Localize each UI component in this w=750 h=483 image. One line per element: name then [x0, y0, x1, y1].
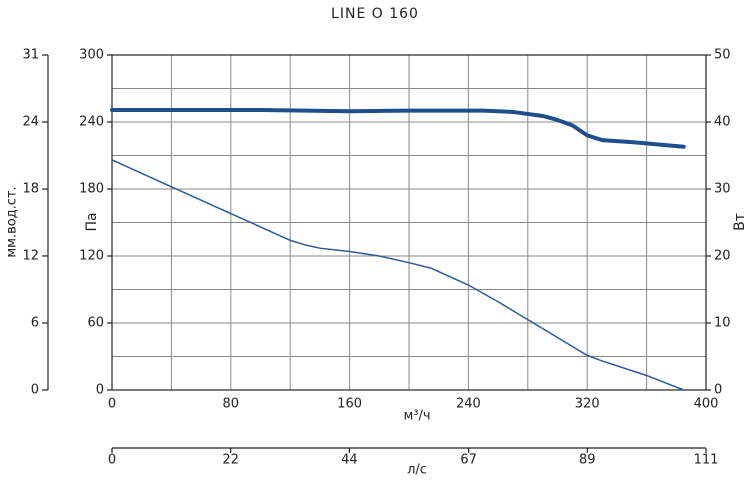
y2-tick-label: 0: [714, 383, 722, 398]
y3-tick-label: 0: [31, 383, 39, 398]
y-tick-label: 300: [79, 48, 104, 63]
x-tick-label: 0: [108, 397, 116, 412]
y3-tick-label: 24: [22, 115, 39, 130]
y-tick-label: 120: [79, 249, 104, 264]
x2-tick-label: 111: [694, 453, 719, 468]
chart-title: LINE O 160: [331, 6, 419, 22]
x2-axis-label: л/с: [407, 463, 427, 478]
y3-tick-label: 18: [22, 182, 39, 197]
y3-axis-label: мм.вод.ст.: [5, 186, 20, 257]
y-tick-label: 180: [79, 182, 104, 197]
y2-axis-label: Вт: [732, 213, 748, 231]
x-tick-label: 320: [575, 397, 600, 412]
series-line: [110, 107, 686, 149]
x-axis-label: м³/ч: [403, 409, 430, 424]
y2-tick-label: 40: [714, 115, 731, 130]
x2-tick-label: 44: [341, 453, 358, 468]
y2-tick-label: 30: [714, 182, 731, 197]
y3-tick-label: 12: [22, 248, 39, 263]
y3-tick-label: 31: [22, 48, 39, 63]
y3-tick-label: 6: [31, 315, 39, 330]
x-tick-label: 80: [223, 397, 240, 412]
y-tick-label: 60: [87, 316, 104, 331]
y2-tick-label: 50: [714, 48, 731, 63]
y2-tick-label: 10: [714, 316, 731, 331]
y-tick-label: 240: [79, 115, 104, 130]
x2-tick-label: 22: [222, 453, 239, 468]
x-tick-label: 240: [456, 397, 481, 412]
x2-tick-label: 0: [108, 453, 116, 468]
y-axis-label: Па: [84, 212, 100, 231]
series-line: [111, 159, 685, 391]
x-tick-label: 160: [337, 397, 362, 412]
y-tick-label: 0: [96, 383, 104, 398]
x-tick-label: 400: [694, 397, 719, 412]
x2-tick-label: 67: [460, 453, 477, 468]
x2-tick-label: 89: [579, 453, 596, 468]
y2-tick-label: 20: [714, 249, 731, 264]
plot-frame: [111, 54, 707, 391]
